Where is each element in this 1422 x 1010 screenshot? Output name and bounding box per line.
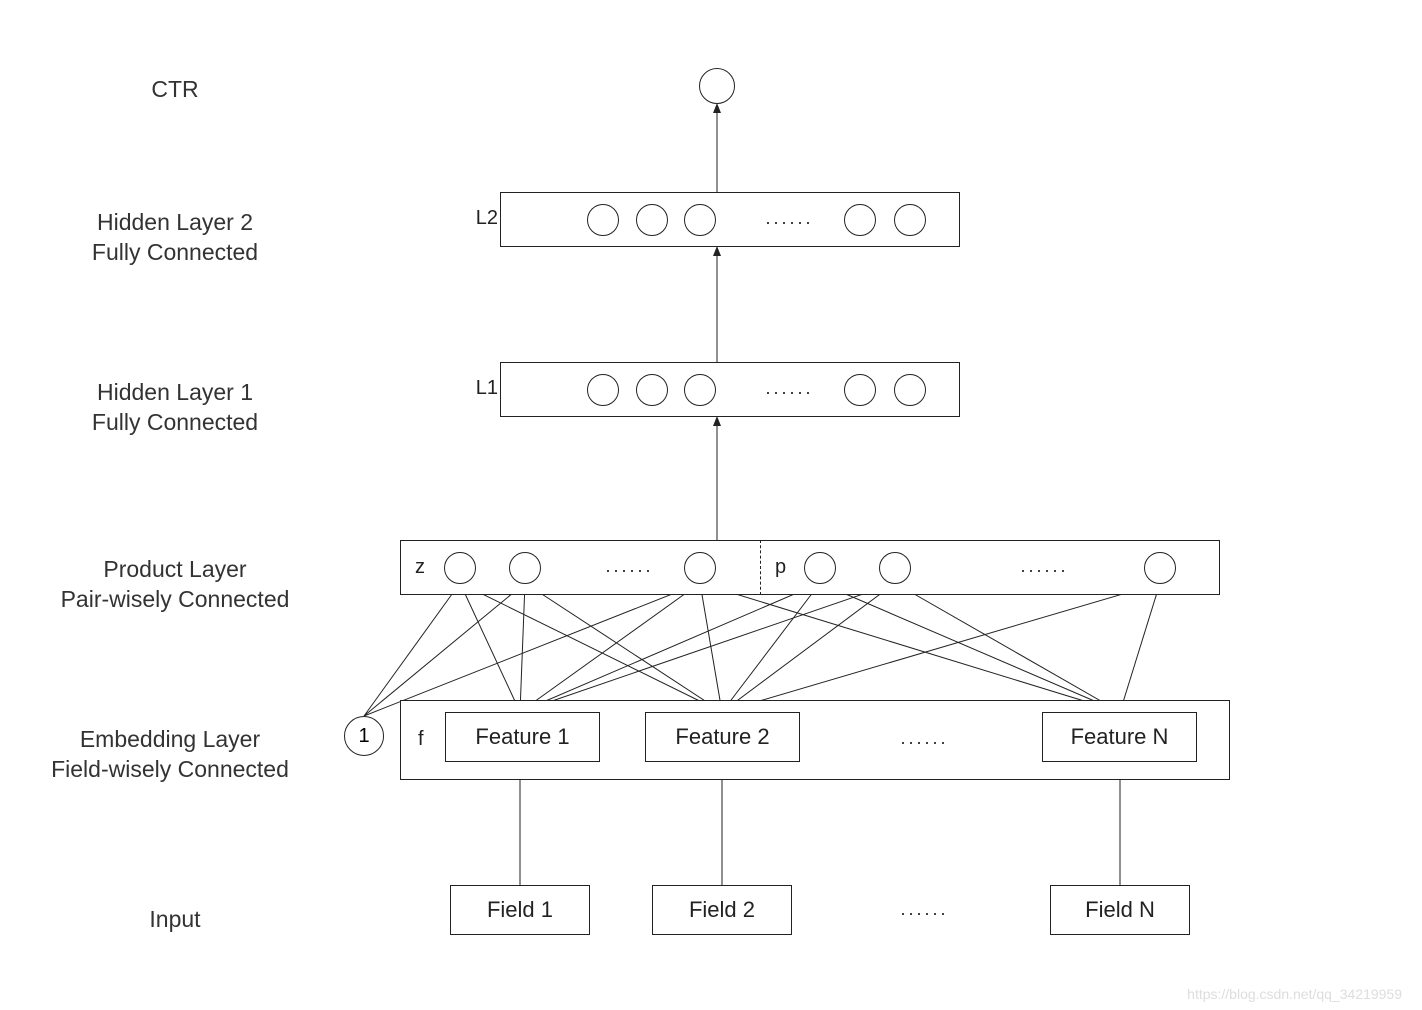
feature-box: Feature 2 <box>645 712 800 762</box>
layer-label-product: Product LayerPair-wisely Connected <box>35 555 315 615</box>
feature-box: Feature 1 <box>445 712 600 762</box>
nn-architecture-diagram: CTRHidden Layer 2Fully ConnectedHidden L… <box>0 0 1422 1010</box>
hidden-layer-1-box <box>500 362 960 417</box>
product-divider <box>760 540 761 595</box>
product-neuron <box>1144 552 1176 584</box>
hidden-layer-1-neuron <box>587 374 619 406</box>
product-neuron <box>444 552 476 584</box>
product-neuron <box>684 552 716 584</box>
layer-label-line: Hidden Layer 2 <box>35 208 315 238</box>
hidden-layer-1-neuron <box>844 374 876 406</box>
layer-label-hl1: Hidden Layer 1Fully Connected <box>35 378 315 438</box>
watermark: https://blog.csdn.net/qq_34219959 <box>1187 986 1402 1002</box>
hidden-layer-2-neuron <box>844 204 876 236</box>
embedding-f-label: f <box>418 728 424 751</box>
arrows-layer <box>0 0 1422 1010</box>
hidden-layer-2-ellipsis: ······ <box>765 212 813 233</box>
hidden-layer-2-box <box>500 192 960 247</box>
layer-label-line: CTR <box>35 75 315 105</box>
product-neuron <box>879 552 911 584</box>
hidden-layer-2-neuron <box>636 204 668 236</box>
layer-label-line: Input <box>35 905 315 935</box>
feature-box: Feature N <box>1042 712 1197 762</box>
embedding-ellipsis: ······ <box>900 732 948 753</box>
layer-label-input: Input <box>35 905 315 935</box>
layer-label-line: Embedding Layer <box>30 725 310 755</box>
hidden-layer-1-label: L1 <box>448 377 498 400</box>
hidden-layer-1-ellipsis: ······ <box>765 382 813 403</box>
layer-label-line: Field-wisely Connected <box>30 755 310 785</box>
field-box: Field 1 <box>450 885 590 935</box>
layer-label-line: Product Layer <box>35 555 315 585</box>
layer-label-hl2: Hidden Layer 2Fully Connected <box>35 208 315 268</box>
product-neuron <box>509 552 541 584</box>
product-neuron <box>804 552 836 584</box>
layer-label-ctr: CTR <box>35 75 315 105</box>
layer-label-embedding: Embedding LayerField-wisely Connected <box>30 725 310 785</box>
product-ellipsis: ······ <box>605 560 653 581</box>
layer-label-line: Pair-wisely Connected <box>35 585 315 615</box>
hidden-layer-1-neuron <box>684 374 716 406</box>
layer-label-line: Hidden Layer 1 <box>35 378 315 408</box>
hidden-layer-1-neuron <box>894 374 926 406</box>
layer-label-line: Fully Connected <box>35 408 315 438</box>
product-p-label: p <box>775 556 786 579</box>
product-ellipsis: ······ <box>1020 560 1068 581</box>
hidden-layer-1-neuron <box>636 374 668 406</box>
product-z-label: z <box>415 556 425 579</box>
ctr-output-node <box>699 68 735 104</box>
hidden-layer-2-neuron <box>684 204 716 236</box>
hidden-layer-2-label: L2 <box>448 207 498 230</box>
layer-label-line: Fully Connected <box>35 238 315 268</box>
fields-ellipsis: ······ <box>900 903 948 924</box>
hidden-layer-2-neuron <box>587 204 619 236</box>
hidden-layer-2-neuron <box>894 204 926 236</box>
field-box: Field 2 <box>652 885 792 935</box>
field-box: Field N <box>1050 885 1190 935</box>
bias-node: 1 <box>344 716 384 756</box>
